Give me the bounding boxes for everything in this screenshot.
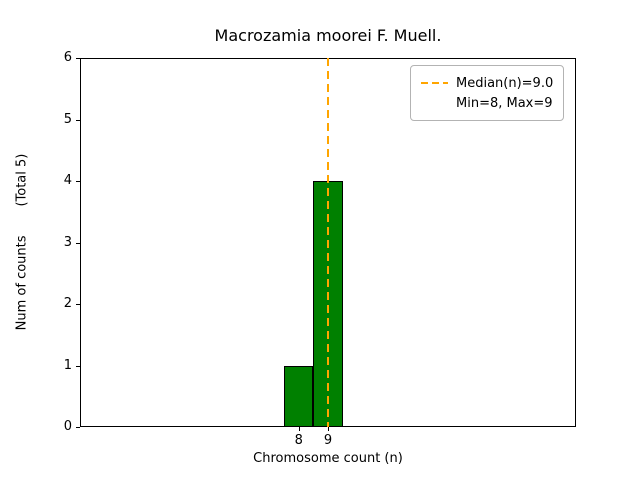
y-tick-label: 3 [63,234,72,250]
legend: Median(n)=9.0 Min=8, Max=9 [410,65,565,121]
x-tickmark [298,427,300,431]
histogram-bar [284,365,314,427]
legend-median-label: Median(n)=9.0 [456,75,554,91]
y-tickmark [76,365,80,367]
y-tickmark [76,181,80,182]
legend-minmax-label: Min=8, Max=9 [456,95,553,111]
y-tickmark [76,304,80,305]
x-tick-label: 9 [323,433,333,448]
y-tickmark [76,58,80,59]
legend-row-minmax: Min=8, Max=9 [421,93,553,113]
y-tickmark [76,242,80,244]
legend-row-median: Median(n)=9.0 [421,73,553,93]
y-tick-label: 0 [63,419,72,434]
y-tick-label: 4 [63,173,72,188]
y-tickmark [76,119,80,121]
y-tick-label: 1 [63,357,72,373]
x-axis-label: Chromosome count (n) [253,451,403,466]
x-tick-label: 8 [294,433,303,448]
median-line [327,58,329,427]
x-tickmark [328,427,329,431]
chart-title: Macrozamia moorei F. Muell. [214,26,442,45]
y-tick-label: 2 [63,296,72,311]
legend-spacer [421,102,448,104]
y-tick-label: 5 [63,111,72,127]
y-tick-label: 6 [63,50,72,65]
y-tickmark [76,427,80,428]
median-dashed-line-icon [421,82,448,84]
y-axis-label: Num of counts (Total 5) [14,153,30,331]
